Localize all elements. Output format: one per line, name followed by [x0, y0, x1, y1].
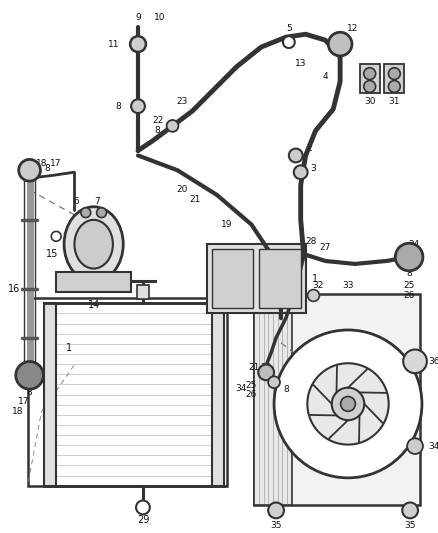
Text: 25: 25: [403, 281, 415, 290]
Bar: [137, 285, 149, 300]
Circle shape: [403, 350, 427, 373]
Circle shape: [130, 36, 146, 52]
Circle shape: [289, 149, 303, 163]
Circle shape: [81, 208, 91, 217]
Circle shape: [294, 165, 307, 179]
Text: 1: 1: [66, 343, 72, 353]
Circle shape: [274, 330, 422, 478]
Circle shape: [396, 243, 423, 271]
Text: 10: 10: [154, 13, 166, 22]
Text: 32: 32: [313, 281, 324, 290]
Bar: [259, 249, 300, 308]
Polygon shape: [49, 303, 217, 486]
Bar: [207, 244, 306, 313]
Text: 26: 26: [246, 390, 257, 399]
Text: 35: 35: [270, 521, 282, 530]
Circle shape: [166, 120, 178, 132]
Circle shape: [268, 281, 284, 296]
Bar: [212, 249, 253, 308]
Text: 31: 31: [389, 97, 400, 106]
Bar: [360, 64, 380, 93]
Text: 33: 33: [342, 281, 354, 290]
Circle shape: [307, 364, 389, 445]
Text: 24: 24: [408, 240, 420, 249]
Text: 8: 8: [44, 164, 50, 173]
Circle shape: [402, 503, 418, 518]
Text: 7: 7: [94, 197, 99, 206]
Text: 20: 20: [261, 363, 272, 372]
Text: 28: 28: [306, 237, 317, 246]
Ellipse shape: [64, 207, 123, 281]
Text: 25: 25: [246, 381, 257, 390]
Circle shape: [97, 208, 106, 217]
Text: 23: 23: [177, 97, 188, 106]
Text: 8: 8: [155, 126, 161, 135]
Text: 21: 21: [190, 196, 201, 204]
Text: 35: 35: [270, 271, 282, 280]
Text: 2: 2: [307, 144, 312, 153]
Circle shape: [328, 33, 352, 56]
Circle shape: [389, 68, 400, 79]
Circle shape: [364, 68, 376, 79]
Text: 30: 30: [364, 97, 375, 106]
Text: 22: 22: [152, 117, 163, 125]
Text: 16: 16: [8, 284, 20, 294]
Text: 21: 21: [249, 363, 260, 372]
Text: 35: 35: [404, 521, 416, 530]
Text: 34: 34: [235, 384, 246, 393]
Text: 4: 4: [322, 72, 328, 81]
Circle shape: [268, 503, 284, 518]
Text: 8: 8: [116, 102, 121, 111]
Text: 29: 29: [137, 515, 149, 525]
Text: 18: 18: [35, 159, 47, 168]
Text: 17: 17: [18, 398, 29, 407]
Bar: [385, 64, 404, 93]
Circle shape: [283, 36, 295, 48]
Text: 13: 13: [295, 59, 307, 68]
Text: 12: 12: [347, 24, 359, 33]
Circle shape: [131, 99, 145, 113]
Text: 8: 8: [283, 385, 289, 394]
Text: 11: 11: [108, 39, 119, 49]
Circle shape: [19, 159, 40, 181]
Text: 26: 26: [403, 291, 415, 300]
Bar: [28, 298, 227, 486]
Text: 5: 5: [286, 24, 292, 33]
Text: 18: 18: [12, 407, 24, 416]
Bar: [56, 272, 131, 292]
Text: 14: 14: [88, 300, 100, 310]
Circle shape: [258, 365, 274, 380]
Text: 8: 8: [27, 387, 32, 397]
Text: 1: 1: [312, 274, 318, 284]
Text: 19: 19: [221, 220, 233, 229]
Circle shape: [407, 438, 423, 454]
Text: 3: 3: [311, 164, 316, 173]
Circle shape: [51, 231, 61, 241]
Circle shape: [16, 361, 43, 389]
Text: 6: 6: [73, 197, 79, 206]
Circle shape: [332, 387, 364, 420]
Circle shape: [268, 376, 280, 388]
Bar: [44, 303, 56, 486]
Circle shape: [364, 80, 376, 92]
Ellipse shape: [74, 220, 113, 269]
Circle shape: [136, 500, 150, 514]
Bar: [212, 303, 224, 486]
Circle shape: [307, 289, 319, 301]
Circle shape: [341, 397, 355, 411]
Text: 36: 36: [428, 357, 438, 366]
Text: 20: 20: [177, 185, 188, 195]
Text: 15: 15: [46, 249, 58, 259]
Bar: [254, 294, 420, 505]
Text: 34: 34: [428, 442, 438, 450]
Text: 27: 27: [320, 243, 331, 252]
Circle shape: [389, 80, 400, 92]
Text: 9: 9: [135, 13, 141, 22]
Text: 17: 17: [49, 159, 61, 168]
Bar: [254, 294, 292, 505]
Text: 8: 8: [406, 269, 412, 278]
